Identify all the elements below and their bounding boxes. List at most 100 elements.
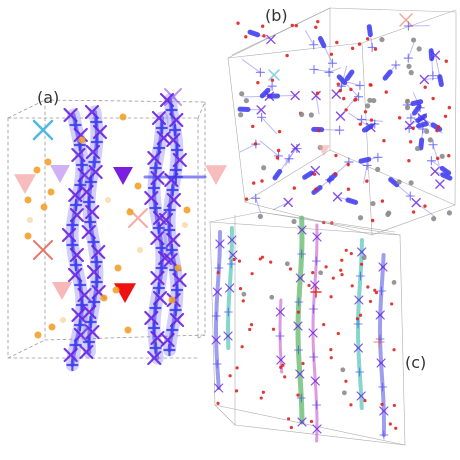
chain-cross-marker xyxy=(77,287,92,303)
red-dot xyxy=(232,257,236,262)
chain-cross-marker xyxy=(295,273,305,283)
chain-plus-marker xyxy=(84,315,97,329)
chain-plus-marker xyxy=(69,258,83,272)
cross-stroke xyxy=(71,147,86,163)
chain-plus-marker xyxy=(311,256,321,266)
red-dot xyxy=(380,199,385,203)
cross-stroke xyxy=(85,144,101,160)
cross-stroke xyxy=(81,224,96,240)
chain-plus-marker xyxy=(84,215,97,229)
orange-dot xyxy=(44,158,52,166)
chain-cross-marker xyxy=(86,264,102,280)
grey-dot xyxy=(239,91,245,97)
grey-dot xyxy=(375,166,381,172)
network-plus-marker xyxy=(406,113,416,123)
cross-stroke xyxy=(33,240,53,260)
red-dot xyxy=(250,272,254,276)
chain-plus-marker xyxy=(294,297,304,307)
cross-stroke xyxy=(215,239,225,249)
cross-stroke xyxy=(77,287,92,303)
red-dot xyxy=(357,42,362,46)
box-edge xyxy=(7,99,46,119)
cross-stroke xyxy=(151,110,167,126)
chain-plus-marker xyxy=(147,181,161,195)
red-dot xyxy=(309,419,314,424)
chain-cross-marker xyxy=(295,369,305,379)
orange-dot xyxy=(100,294,108,302)
cross-stroke xyxy=(150,270,165,286)
red-dot xyxy=(244,197,249,201)
chain-cross-marker xyxy=(354,295,364,305)
chain-plus-marker xyxy=(155,261,168,275)
chain-cross-marker xyxy=(147,150,162,166)
red-dot xyxy=(253,142,258,146)
red-dot xyxy=(366,285,370,289)
red-dot xyxy=(235,366,239,370)
chain-cross-marker xyxy=(69,247,84,263)
grey-dot xyxy=(357,215,364,221)
cross-stroke xyxy=(214,383,224,393)
cross-cyan-marker xyxy=(32,119,54,141)
box-edge xyxy=(234,424,406,446)
chain-plus-marker xyxy=(82,195,96,209)
cross-stroke xyxy=(79,184,94,200)
cross-stroke xyxy=(91,284,106,300)
network-bond xyxy=(304,30,315,46)
red-dot xyxy=(397,116,402,120)
chain-cross-marker xyxy=(276,355,286,365)
red-dot xyxy=(249,323,254,327)
chain-plus-marker xyxy=(155,241,168,255)
box-edge xyxy=(227,7,331,59)
network-segment xyxy=(428,48,435,62)
chain-plus-marker xyxy=(211,311,221,321)
cross-stroke xyxy=(357,247,367,257)
red-dot xyxy=(394,426,398,430)
red-dot xyxy=(290,23,294,28)
network-plus-marker xyxy=(353,92,364,102)
chain-plus-marker xyxy=(355,367,365,377)
grey-dot xyxy=(379,36,385,43)
red-dot xyxy=(368,83,372,87)
cross-stroke xyxy=(128,208,148,228)
chain-plus-marker xyxy=(293,345,303,355)
chain-plus-marker xyxy=(149,201,162,215)
panel-b-label: (b) xyxy=(265,6,288,25)
red-dot xyxy=(234,389,239,393)
red-dot xyxy=(363,399,367,403)
chain-cross-marker xyxy=(61,227,77,243)
chain-cross-marker xyxy=(376,358,386,368)
chain-cross-marker xyxy=(169,112,184,128)
orange-dot xyxy=(134,182,142,190)
network-cross-marker xyxy=(266,34,276,45)
red-dot xyxy=(411,210,416,214)
network-segment xyxy=(302,170,314,180)
cross-stroke xyxy=(71,307,86,323)
panel-c-box xyxy=(209,211,406,446)
red-dot xyxy=(350,46,355,51)
red-dot xyxy=(216,401,220,405)
chain-cross-marker xyxy=(88,164,103,180)
cross-stroke xyxy=(290,143,301,153)
chain-cross-marker xyxy=(79,184,94,200)
cross-stroke xyxy=(169,112,184,128)
cross-stroke xyxy=(275,307,285,317)
network-segment xyxy=(272,168,283,181)
cross-stroke xyxy=(264,91,275,101)
chain-plus-marker xyxy=(66,358,79,372)
network-segment xyxy=(366,24,373,38)
cross-stroke xyxy=(166,232,181,248)
cross-stroke xyxy=(164,88,182,106)
red-dot xyxy=(334,153,338,158)
orange-dot xyxy=(47,188,55,196)
cross-stroke xyxy=(228,250,238,260)
chain-cross-marker xyxy=(160,332,175,348)
red-dot xyxy=(276,148,281,153)
chain-cross-marker xyxy=(73,327,88,343)
cross-stroke xyxy=(211,335,221,345)
network-plus-marker xyxy=(327,58,338,68)
plus-red-marker xyxy=(373,336,385,348)
network-plus-marker xyxy=(251,193,261,203)
grey-dot xyxy=(341,390,347,396)
orange-dot xyxy=(24,232,32,240)
red-dot xyxy=(248,327,252,332)
